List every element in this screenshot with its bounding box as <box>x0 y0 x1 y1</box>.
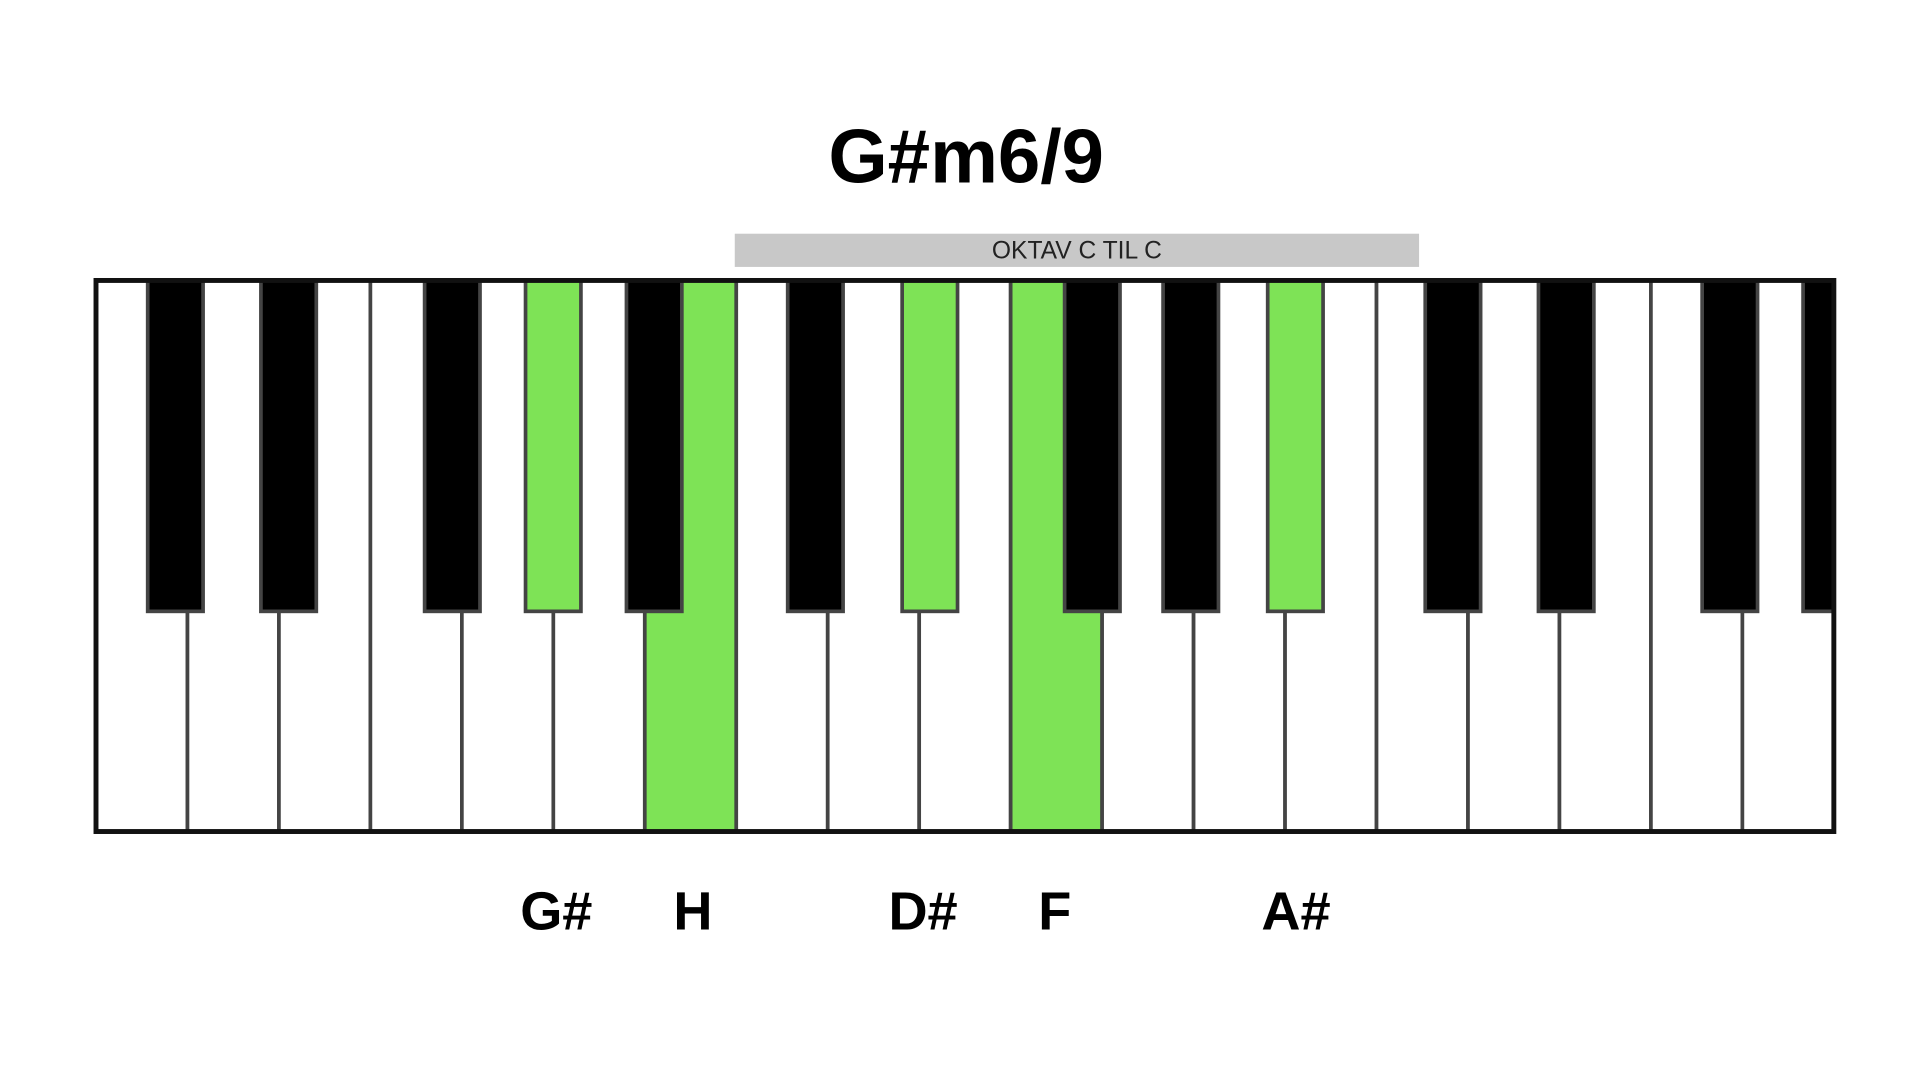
black-key <box>1423 280 1483 614</box>
note-labels: G# H D# F A# <box>520 881 1330 941</box>
black-key <box>1801 280 1834 614</box>
chord-title: G#m6/9 <box>828 115 1104 200</box>
note-label: A# <box>1261 881 1330 941</box>
note-label: D# <box>888 881 957 941</box>
black-key <box>1700 280 1760 614</box>
black-key <box>145 280 205 614</box>
note-label: H <box>673 881 712 941</box>
black-key <box>1265 280 1325 614</box>
black-key <box>624 280 684 614</box>
keyboard-frame <box>93 277 1837 834</box>
black-key <box>785 280 845 614</box>
black-key <box>1161 280 1221 614</box>
note-label: F <box>1038 881 1071 941</box>
note-label: G# <box>520 881 592 941</box>
black-key <box>422 280 482 614</box>
black-key <box>900 280 960 614</box>
keyboard <box>96 280 1834 832</box>
black-key <box>1536 280 1596 614</box>
black-key <box>1062 280 1122 614</box>
octave-label: OKTAV C TIL C <box>992 238 1162 265</box>
black-key <box>523 280 583 614</box>
octave-bar <box>734 233 1420 267</box>
black-key <box>259 280 319 614</box>
